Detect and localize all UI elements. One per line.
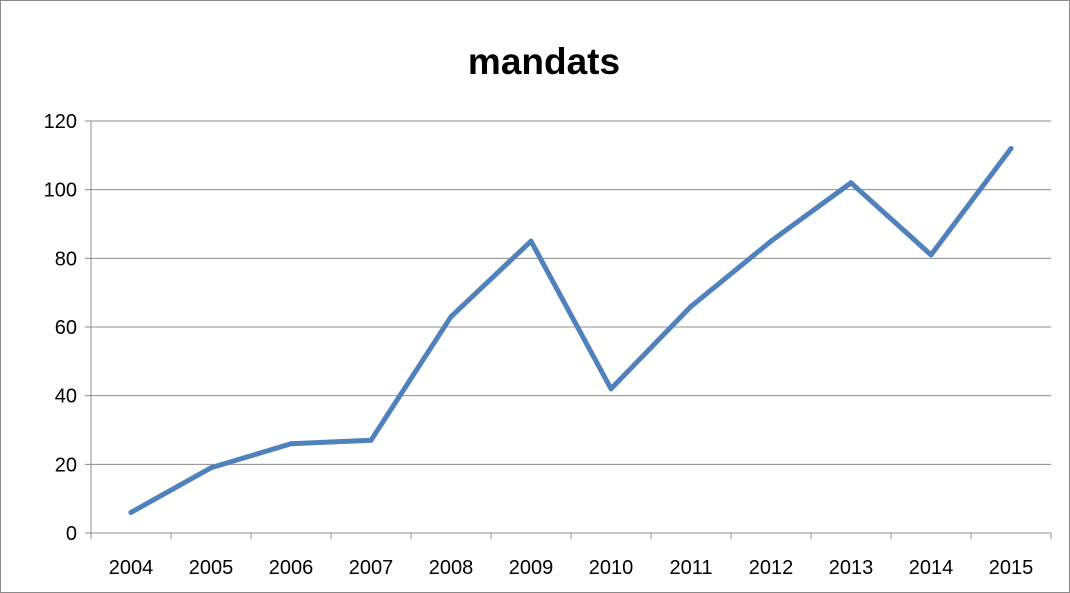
data-point-2014: [928, 252, 934, 258]
data-point-2012: [768, 238, 774, 244]
data-point-2007: [368, 437, 374, 443]
x-tick-label: 2015: [989, 557, 1034, 579]
data-point-2015: [1008, 145, 1014, 151]
data-point-2009: [528, 238, 534, 244]
data-point-2011: [688, 303, 694, 309]
y-tick-label: 20: [55, 454, 77, 476]
data-point-2004: [128, 509, 134, 515]
series-layer: [128, 145, 1014, 515]
y-tick-label: 80: [55, 248, 77, 270]
data-point-2005: [208, 465, 214, 471]
y-tick-label: 100: [44, 180, 77, 202]
data-point-2006: [288, 441, 294, 447]
data-point-2010: [608, 386, 614, 392]
y-tick-label: 60: [55, 317, 77, 339]
gridlines: [85, 120, 1051, 465]
x-tick-label: 2009: [509, 557, 554, 579]
y-tick-label: 40: [55, 386, 77, 408]
x-tick-label: 2014: [909, 557, 954, 579]
x-axis-tick-labels: 2004 2005 2006 2007 2008 2009 2010 2011 2012 2013…: [109, 557, 1034, 579]
x-tick-label: 2013: [829, 557, 874, 579]
x-tick-label: 2004: [109, 557, 154, 579]
x-tick-label: 2007: [349, 557, 394, 579]
y-tick-label: 0: [66, 523, 77, 545]
x-tick-label: 2005: [189, 557, 234, 579]
data-point-2013: [848, 180, 854, 186]
y-tick-label: 120: [44, 111, 77, 133]
x-tick-label: 2012: [749, 557, 794, 579]
y-axis-tick-labels: 0 20 40 60 80 100 120: [44, 111, 77, 545]
data-point-2008: [448, 314, 454, 320]
x-tick-label: 2006: [269, 557, 314, 579]
x-tick-label: 2008: [429, 557, 474, 579]
x-tick-label: 2010: [589, 557, 634, 579]
axes: [85, 121, 1052, 539]
chart-title: mandats: [468, 41, 620, 82]
x-tick-label: 2011: [669, 557, 712, 579]
series-line-0: [128, 145, 1014, 515]
